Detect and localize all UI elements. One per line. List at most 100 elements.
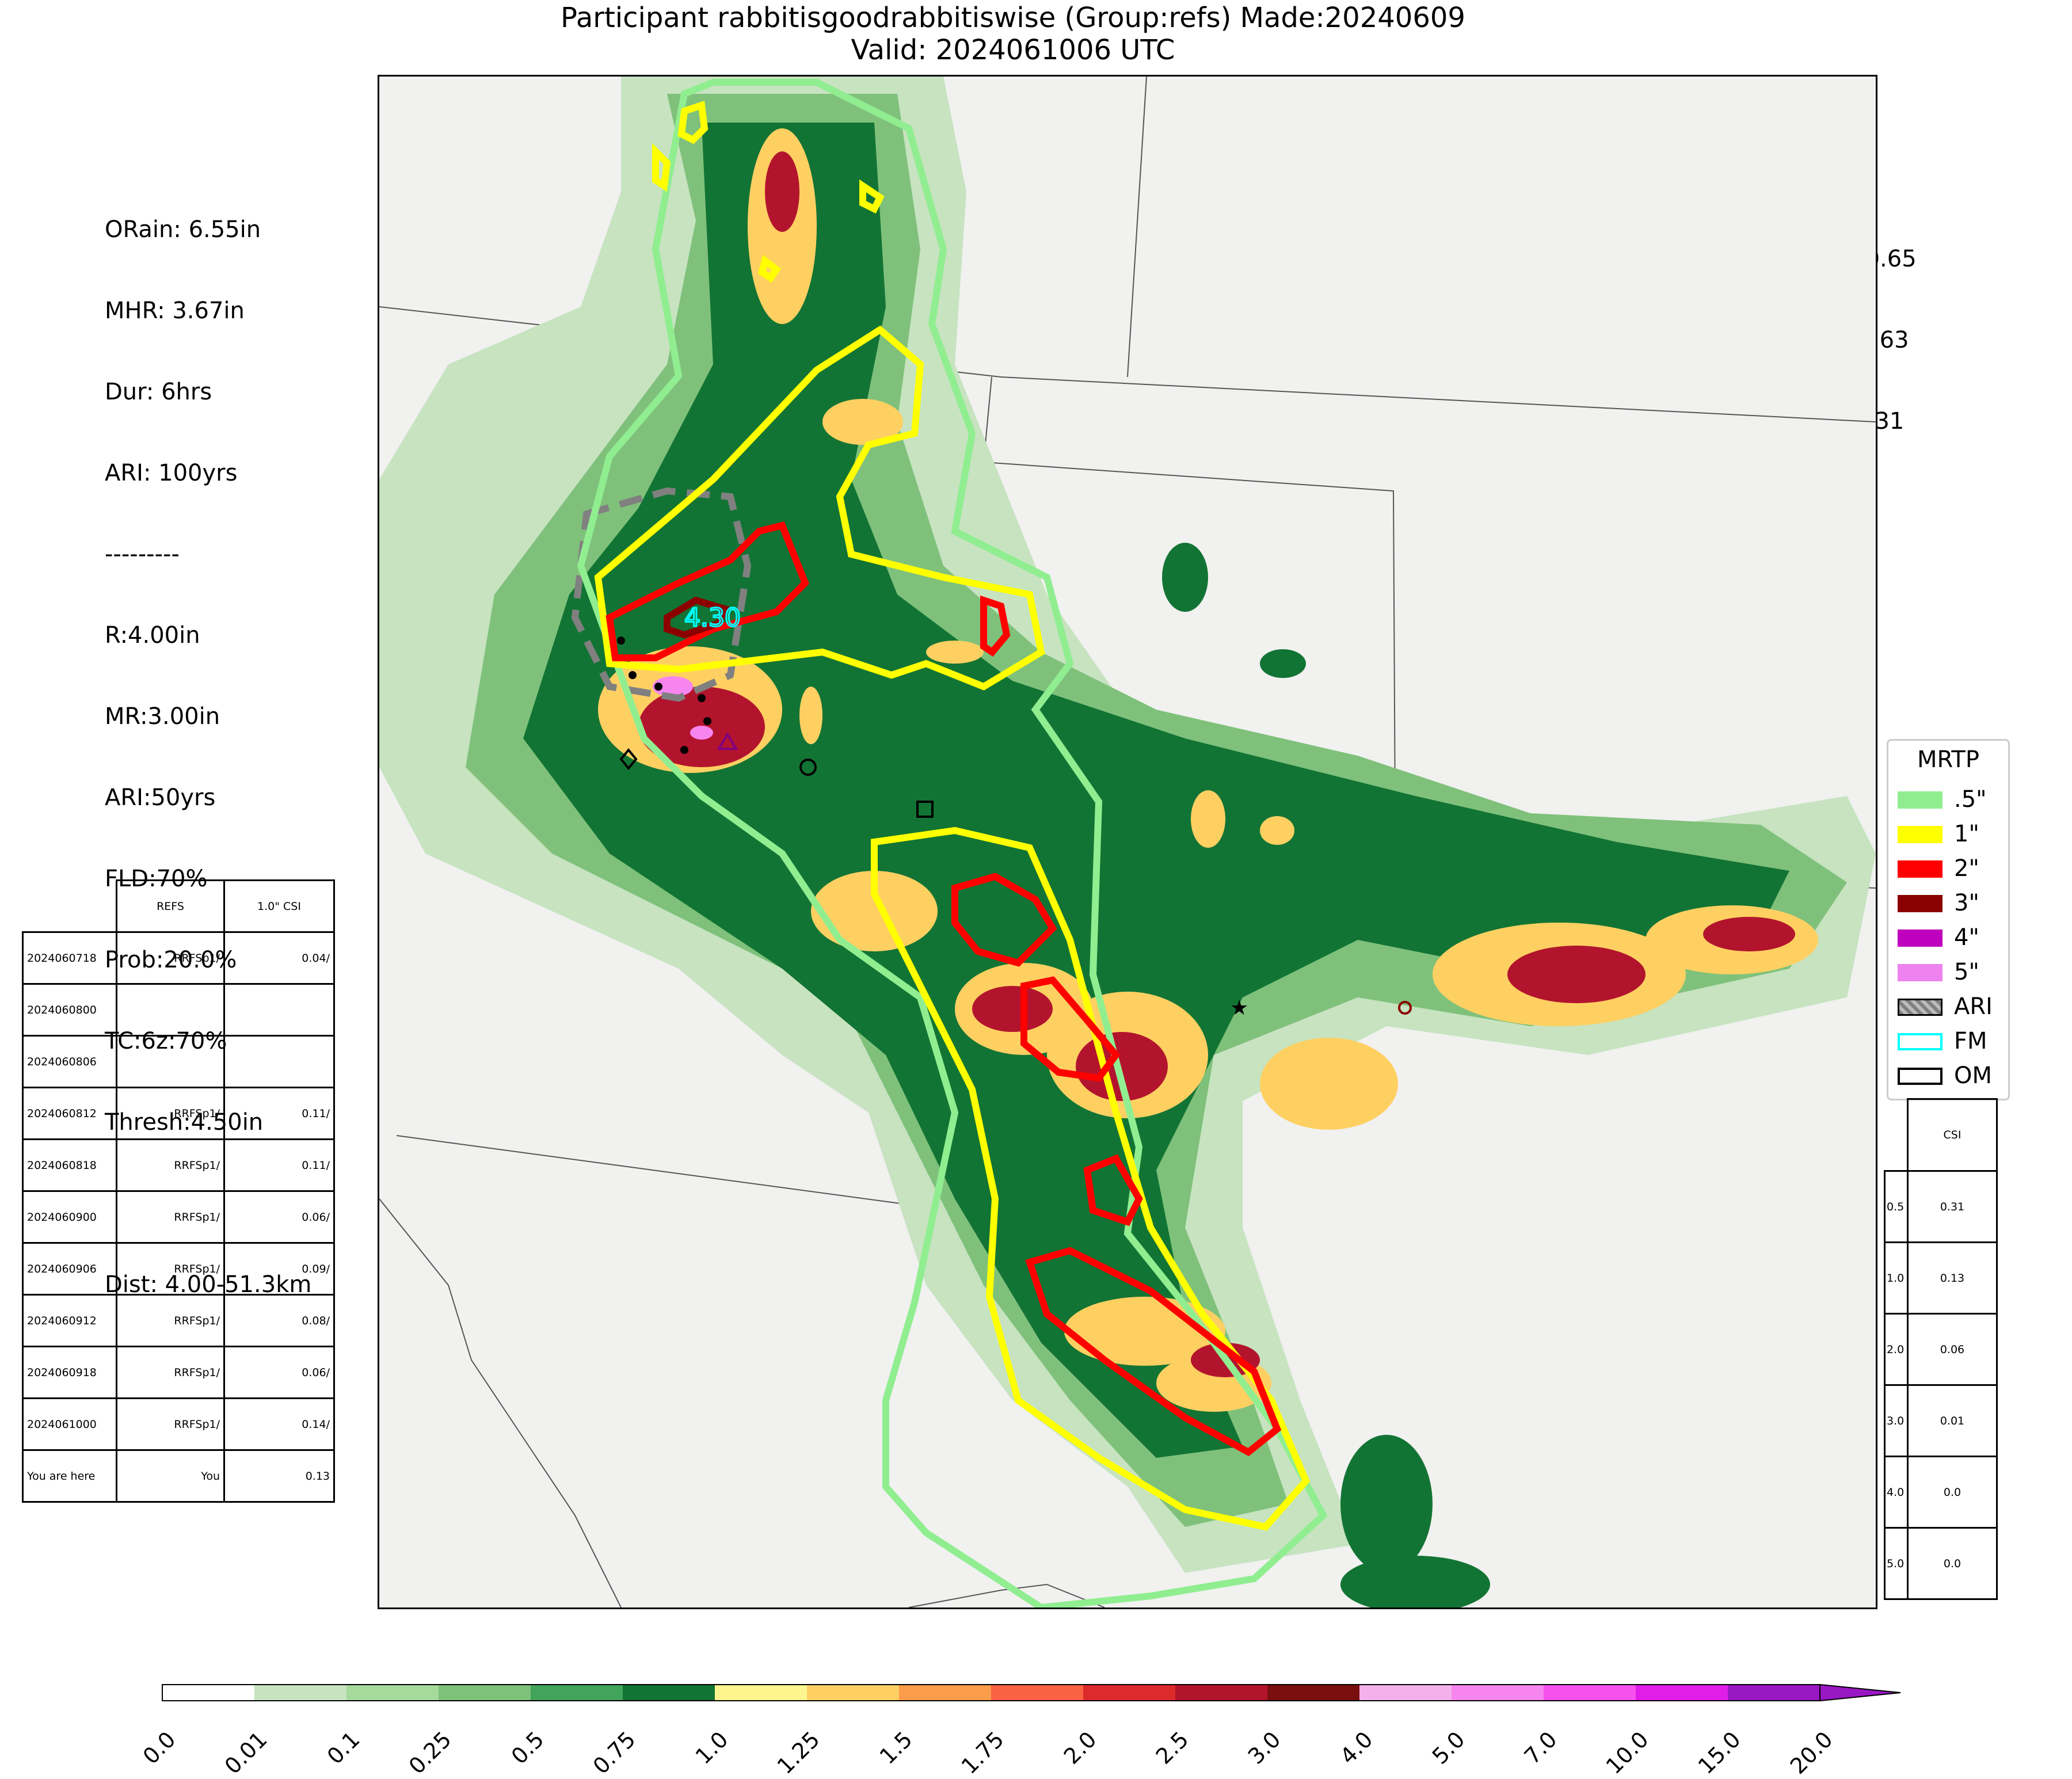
legend-swatch [1898,930,1943,947]
colorbar-tick-label: 1.0 [690,1727,733,1769]
legend-item-five-inch: 5" [1898,956,2007,991]
table-cell: 0.13 [1907,1241,1998,1315]
colorbar-segment [531,1685,623,1701]
colorbar-tick-label: 0.75 [588,1727,641,1779]
legend-swatch-outline [1898,1068,1943,1085]
info-mhr: MHR: 3.67in [105,298,245,324]
table-header-cell [22,880,117,933]
table-cell: You [116,1449,225,1503]
table-row: 2024060812 RRFSp1/0.11/ [22,1087,335,1140]
table-row: 2024060906 RRFSp1/0.09/ [22,1242,335,1296]
table-cell: 0.11/ [223,1138,335,1192]
colorbar-segment [439,1685,531,1701]
legend-label: FM [1954,1028,1987,1054]
colorbar-segment [899,1685,991,1701]
info-mr: MR:3.00in [105,703,220,730]
precipitation-map[interactable]: 4.30 ★ [378,75,1877,1609]
colorbar-segment [1544,1685,1636,1701]
table-cell: 5.0 [1884,1527,1909,1600]
table-cell [223,983,335,1037]
contour-two-inch [605,521,1282,1457]
mrtp-legend: MRTP .5" 1" 2" 3" 4" 5" ARI FM OM [1887,739,2010,1100]
table-cell: RRFSp1/ [116,1087,225,1140]
fm-label: 4.30 [684,603,741,633]
table-header-cell [1884,1099,1909,1172]
table-row: You are here You 0.13 [22,1449,335,1503]
legend-swatch [1898,964,1943,981]
colorbar-segment [1083,1685,1175,1701]
table-header-row: CSI [1884,1098,1998,1172]
ari-region [571,487,752,702]
table-cell [223,1035,335,1088]
info-separator: --------- [105,541,180,567]
table-row: 2024060900 RRFSp1/0.06/ [22,1190,335,1244]
info-ari-2: ARI:50yrs [105,784,216,811]
colorbar-tick-label: 0.0 [138,1727,181,1769]
table-row: 2024060800 [22,983,335,1037]
table-header-cell: REFS [116,879,225,933]
contour-one-inch [594,100,1311,1531]
table-cell: RRFSp1/ [116,1138,225,1192]
table-cell: 2024060800 [22,983,117,1037]
legend-swatch-outline [1898,1033,1943,1050]
legend-item-three-inch: 3" [1898,887,2007,921]
info-ari: ARI: 100yrs [105,460,238,486]
table-cell: 2024060812 [22,1087,117,1140]
table-row: 2024061000 RRFSp1/0.14/ [22,1397,335,1451]
table-header-row: REFS 1.0" CSI [22,879,335,933]
colorbar-segment [1728,1685,1820,1701]
colorbar-segment [1175,1685,1267,1701]
table-cell: 2024060818 [22,1138,117,1192]
table-cell: 0.01 [1907,1384,1998,1457]
star-marker: ★ [1230,996,1248,1020]
table-cell: 0.06/ [223,1346,335,1399]
colorbar-segment [991,1685,1083,1701]
legend-item-om: OM [1898,1060,2007,1094]
colorbar-segment [1359,1685,1452,1701]
colorbar-tick-label: 3.0 [1243,1727,1286,1769]
table-cell: 0.5 [1884,1170,1909,1243]
table-cell: 2.0 [1884,1313,1909,1386]
colorbar-tick-label: 0.5 [506,1727,549,1769]
colorbar-segments [162,1683,1901,1702]
colorbar-tick-label: 0.01 [220,1727,273,1779]
colorbar-extend-arrow [1819,1683,1901,1702]
table-row: 2024060818 RRFSp1/0.11/ [22,1138,335,1192]
table-cell: 0.09/ [223,1242,335,1296]
legend-label: 4" [1954,924,1979,951]
legend-label: ARI [1954,993,1993,1020]
legend-item-one-inch: 1" [1898,818,2007,852]
precip-field [379,77,1876,1607]
table-row: 2024060806 [22,1035,335,1088]
legend-item-four-inch: 4" [1898,921,2007,956]
table-cell: 2024060806 [22,1035,117,1088]
table-cell [116,983,225,1037]
csi-history-table: REFS 1.0" CSI 2024060718 RRFSp1/0.04/ 202… [22,879,335,1503]
legend-title: MRTP [1917,746,1979,773]
colorbar-outline [162,1684,1820,1701]
table-cell: 0.31 [1907,1170,1998,1243]
table-row: 2.0 0.06 [1884,1313,1998,1386]
legend-swatch [1898,860,1943,878]
table-header-cell: 1.0" CSI [224,879,335,933]
title-line-1: Participant rabbitisgoodrabbitiswise (Gr… [561,2,1465,34]
legend-label: 2" [1954,855,1979,882]
table-row: 2024060718 RRFSp1/0.04/ [22,931,335,985]
colorbar-tick-label: 7.0 [1519,1727,1562,1769]
table-cell: 2024060718 [22,931,117,985]
table-cell: RRFSp1/ [116,1190,225,1244]
info-dur: Dur: 6hrs [105,379,212,405]
table-row: 0.5 0.31 [1884,1170,1998,1243]
legend-swatch [1898,791,1943,809]
colorbar-tick-label: 5.0 [1427,1727,1470,1769]
table-row: 3.0 0.01 [1884,1384,1998,1457]
table-cell: 0.04/ [223,931,335,985]
table-cell: You are here [22,1449,117,1503]
table-cell: 0.06 [1907,1313,1998,1386]
precip-colorbar [162,1683,1901,1702]
colorbar-tick-label: 1.25 [772,1727,825,1779]
observation-markers [617,637,1412,1015]
colorbar-tick-label: 15.0 [1693,1727,1746,1779]
colorbar-segment [346,1685,439,1701]
table-cell: RRFSp1/ [116,1294,225,1347]
